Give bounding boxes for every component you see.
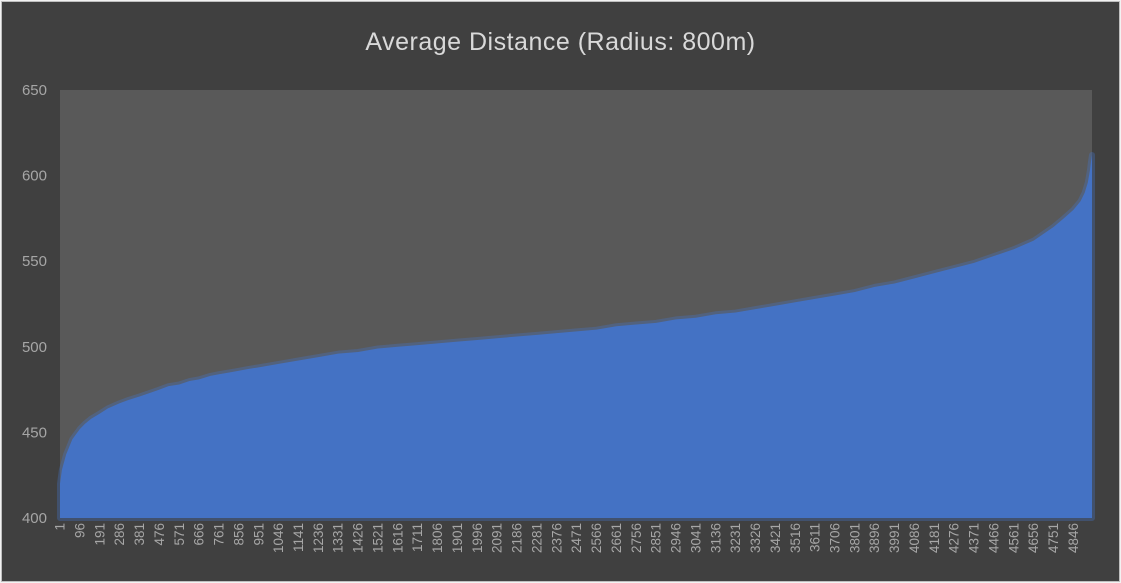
x-tick-label: 3516 <box>788 523 803 553</box>
x-tick-label: 3421 <box>768 523 783 553</box>
x-tick-label: 2851 <box>649 523 664 553</box>
x-tick-label: 571 <box>172 523 187 546</box>
y-tick-label: 650 <box>22 82 47 99</box>
x-tick-label: 1141 <box>291 523 306 552</box>
x-tick-label: 2566 <box>589 523 604 553</box>
x-tick-label: 3706 <box>828 523 843 553</box>
chart-title: Average Distance (Radius: 800m) <box>365 28 756 56</box>
x-tick-label: 666 <box>192 523 207 546</box>
x-tick-label: 1046 <box>271 523 286 553</box>
x-tick-label: 96 <box>72 523 87 538</box>
x-tick-label: 4371 <box>967 523 982 553</box>
x-tick-label: 1521 <box>370 523 385 553</box>
x-tick-label: 4561 <box>1006 523 1021 553</box>
y-tick-label: 400 <box>22 510 47 527</box>
x-tick-label: 3991 <box>887 523 902 553</box>
x-tick-label: 3326 <box>748 523 763 553</box>
x-tick-label: 2376 <box>549 523 564 553</box>
x-tick-label: 1426 <box>351 523 366 553</box>
series-area-0 <box>60 155 1092 518</box>
y-tick-label: 600 <box>22 168 47 185</box>
x-tick-label: 4751 <box>1046 523 1061 553</box>
x-tick-label: 4276 <box>947 523 962 553</box>
x-tick-label: 1331 <box>331 523 346 553</box>
x-tick-label: 1711 <box>410 523 425 552</box>
x-axis: 1 96 191 286 381 476 571 666 761 856 951 1046 1141 12… <box>53 523 1081 553</box>
y-tick-label: 500 <box>22 339 47 356</box>
x-tick-label: 286 <box>112 523 127 546</box>
x-tick-label: 2756 <box>629 523 644 553</box>
x-tick-label: 2471 <box>569 523 584 553</box>
x-tick-label: 856 <box>231 523 246 546</box>
x-tick-label: 4846 <box>1066 523 1081 553</box>
x-tick-label: 381 <box>132 523 147 546</box>
x-tick-label: 3041 <box>688 523 703 553</box>
x-tick-label: 3231 <box>728 523 743 553</box>
x-tick-label: 1236 <box>311 523 326 553</box>
x-tick-label: 2946 <box>669 523 684 553</box>
series-layer <box>57 152 1095 521</box>
x-tick-label: 1996 <box>470 523 485 553</box>
x-tick-label: 2091 <box>490 523 505 553</box>
y-tick-label: 450 <box>22 424 47 441</box>
y-axis: 400 450 500 550 600 650 <box>22 82 47 527</box>
x-tick-label: 951 <box>251 523 266 546</box>
y-tick-label: 550 <box>22 253 47 270</box>
x-tick-label: 1 <box>53 523 68 531</box>
x-tick-label: 2661 <box>609 523 624 553</box>
x-tick-label: 761 <box>212 523 227 546</box>
x-tick-label: 3136 <box>708 523 723 553</box>
x-tick-label: 4181 <box>927 523 942 553</box>
x-tick-label: 2281 <box>529 523 544 553</box>
x-tick-label: 476 <box>152 523 167 546</box>
x-tick-label: 2186 <box>510 523 525 553</box>
x-tick-label: 4466 <box>986 523 1001 553</box>
x-tick-label: 3896 <box>867 523 882 553</box>
x-tick-label: 1616 <box>390 523 405 553</box>
x-tick-label: 191 <box>92 523 107 546</box>
x-tick-label: 4086 <box>907 523 922 553</box>
x-tick-label: 4656 <box>1026 523 1041 553</box>
x-tick-label: 1901 <box>450 523 465 553</box>
x-tick-label: 3611 <box>808 523 823 552</box>
x-tick-label: 1806 <box>430 523 445 553</box>
x-tick-label: 3801 <box>847 523 862 553</box>
